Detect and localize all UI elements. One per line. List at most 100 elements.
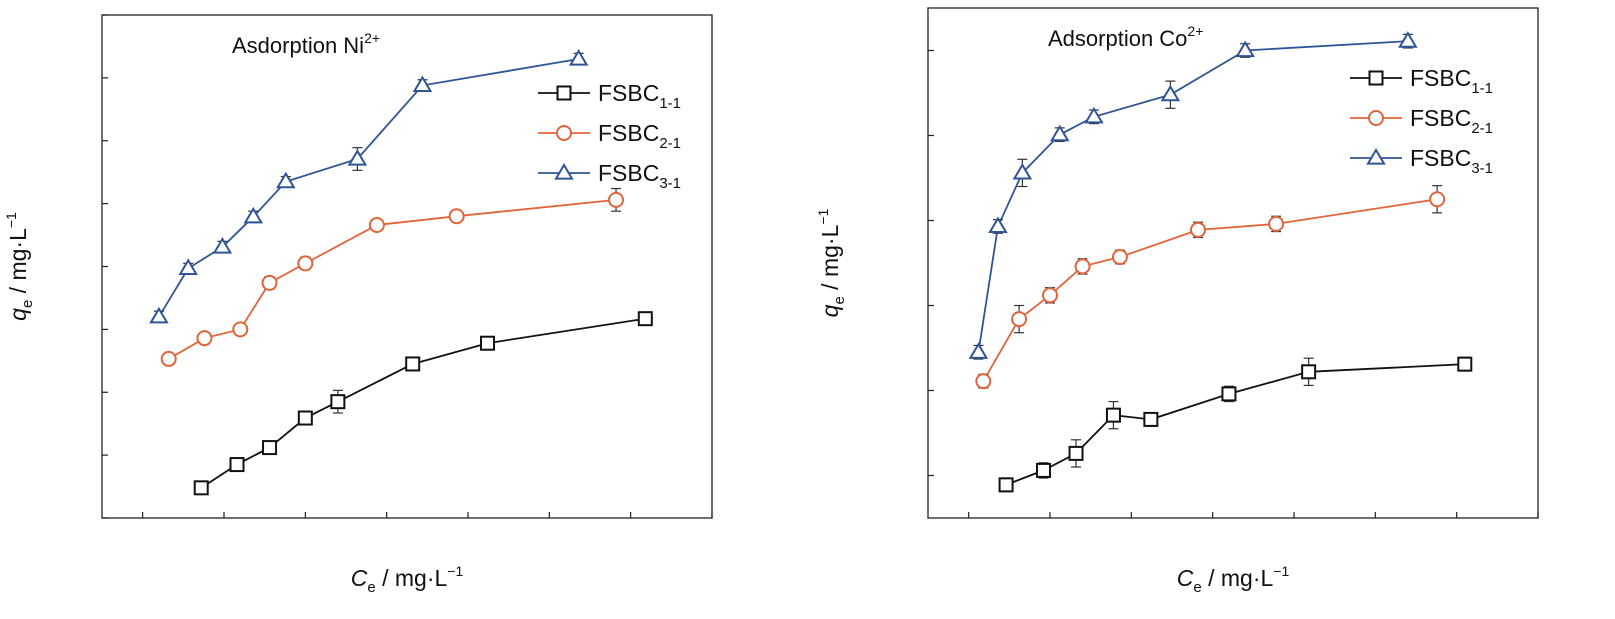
data-point	[1084, 106, 1104, 124]
legend-item-2-1: FSBC2-1	[1350, 105, 1493, 137]
data-point	[988, 216, 1008, 234]
x-axis-symbol: C	[1177, 565, 1194, 591]
data-point	[160, 350, 177, 367]
legend-item-3-1: FSBC3-1	[538, 160, 681, 192]
legend-label: FSBC1-1	[1410, 65, 1493, 97]
data-point	[1068, 445, 1084, 461]
x-axis-unit: / mg·L	[376, 565, 448, 591]
data-point	[229, 457, 245, 473]
series-line	[200, 317, 646, 489]
legend-item-2-1: FSBC2-1	[538, 120, 681, 152]
legend-marker	[1368, 70, 1384, 86]
data-point	[243, 206, 264, 224]
chart-title-text: Adsorption Co	[1048, 26, 1187, 51]
x-axis-subscript: e	[367, 579, 375, 596]
legend-item-1-1: FSBC1-1	[538, 80, 681, 112]
legend-marker	[1366, 148, 1386, 165]
legend-label-subscript: 3-1	[659, 175, 681, 192]
chart-title-superscript: 2+	[364, 30, 380, 46]
data-point	[1143, 411, 1159, 427]
y-axis-subscript: e	[19, 300, 36, 308]
chart-title: Asdorption Ni2+	[232, 30, 380, 58]
data-point	[1012, 162, 1033, 180]
data-point	[1457, 356, 1473, 372]
series-1-1	[998, 356, 1473, 493]
data-point	[975, 373, 992, 390]
y-axis-symbol: q	[5, 308, 31, 321]
legend-label: FSBC2-1	[598, 120, 681, 152]
data-point	[212, 237, 233, 254]
data-point	[968, 342, 989, 359]
chart-title: Adsorption Co2+	[1048, 23, 1203, 51]
data-point	[1301, 364, 1317, 380]
data-point	[1042, 287, 1058, 304]
x-axis-label: Ce / mg·L−1	[1177, 563, 1290, 596]
data-point	[347, 149, 368, 166]
data-point	[178, 258, 198, 275]
legend-label-text: FSBC	[1410, 145, 1471, 171]
y-axis-unit-exponent: −1	[3, 212, 19, 228]
data-point	[405, 356, 421, 372]
data-point	[1011, 311, 1028, 328]
data-point	[1074, 258, 1091, 275]
data-point	[637, 311, 653, 327]
legend-marker	[1368, 110, 1384, 126]
legend-marker	[556, 125, 572, 141]
legend-marker	[556, 85, 572, 101]
data-point	[1111, 249, 1128, 266]
data-point	[262, 440, 278, 456]
legend-item-3-1: FSBC3-1	[1350, 145, 1493, 177]
data-point	[149, 306, 169, 324]
legend-label-text: FSBC	[1410, 105, 1471, 131]
data-point	[998, 477, 1014, 493]
x-axis-unit-exponent: −1	[1273, 563, 1289, 579]
series-2-1	[160, 187, 625, 367]
legend-label-subscript: 3-1	[1471, 160, 1493, 177]
data-point	[568, 49, 589, 66]
data-point	[1268, 215, 1285, 232]
x-axis-unit: / mg·L	[1202, 565, 1274, 591]
data-point	[196, 330, 213, 347]
legend-label: FSBC3-1	[1410, 145, 1493, 177]
legend-item-1-1: FSBC1-1	[1350, 65, 1493, 97]
x-axis-symbol: C	[351, 565, 368, 591]
series-2-1	[975, 185, 1446, 390]
data-point	[1035, 462, 1051, 478]
y-axis-symbol: q	[817, 304, 843, 317]
data-point	[1105, 407, 1121, 423]
data-point	[1050, 124, 1070, 142]
y-axis-subscript: e	[831, 296, 848, 304]
data-point	[1429, 191, 1446, 208]
series-3-1	[149, 49, 589, 324]
legend-label-subscript: 1-1	[1471, 80, 1493, 97]
x-axis-label: Ce / mg·L−1	[351, 563, 464, 596]
y-axis-unit: / mg·L	[817, 224, 843, 296]
data-point	[368, 217, 385, 234]
series-1-1	[193, 311, 653, 496]
legend-label-text: FSBC	[598, 160, 659, 186]
legend-label-text: FSBC	[1410, 65, 1471, 91]
plot-frame	[927, 7, 1539, 519]
y-axis-unit-exponent: −1	[815, 208, 831, 224]
data-point	[1160, 84, 1181, 102]
data-point	[412, 75, 433, 93]
data-point	[232, 321, 249, 338]
data-point	[276, 171, 296, 189]
y-axis-unit: / mg·L	[5, 228, 31, 300]
data-point	[1190, 221, 1207, 238]
legend-label-subscript: 2-1	[659, 135, 681, 152]
series-3-1	[968, 31, 1418, 360]
data-point	[330, 394, 346, 410]
y-axis-label: qe / mg·L−1	[3, 212, 36, 321]
data-point	[261, 274, 278, 291]
legend-label: FSBC2-1	[1410, 105, 1493, 137]
legend-label: FSBC1-1	[598, 80, 681, 112]
legend-label-subscript: 1-1	[659, 95, 681, 112]
series-line	[977, 40, 1408, 353]
chart-title-superscript: 2+	[1187, 23, 1203, 39]
x-axis-subscript: e	[1193, 579, 1201, 596]
legend-marker	[554, 163, 574, 180]
data-point	[1398, 31, 1418, 48]
